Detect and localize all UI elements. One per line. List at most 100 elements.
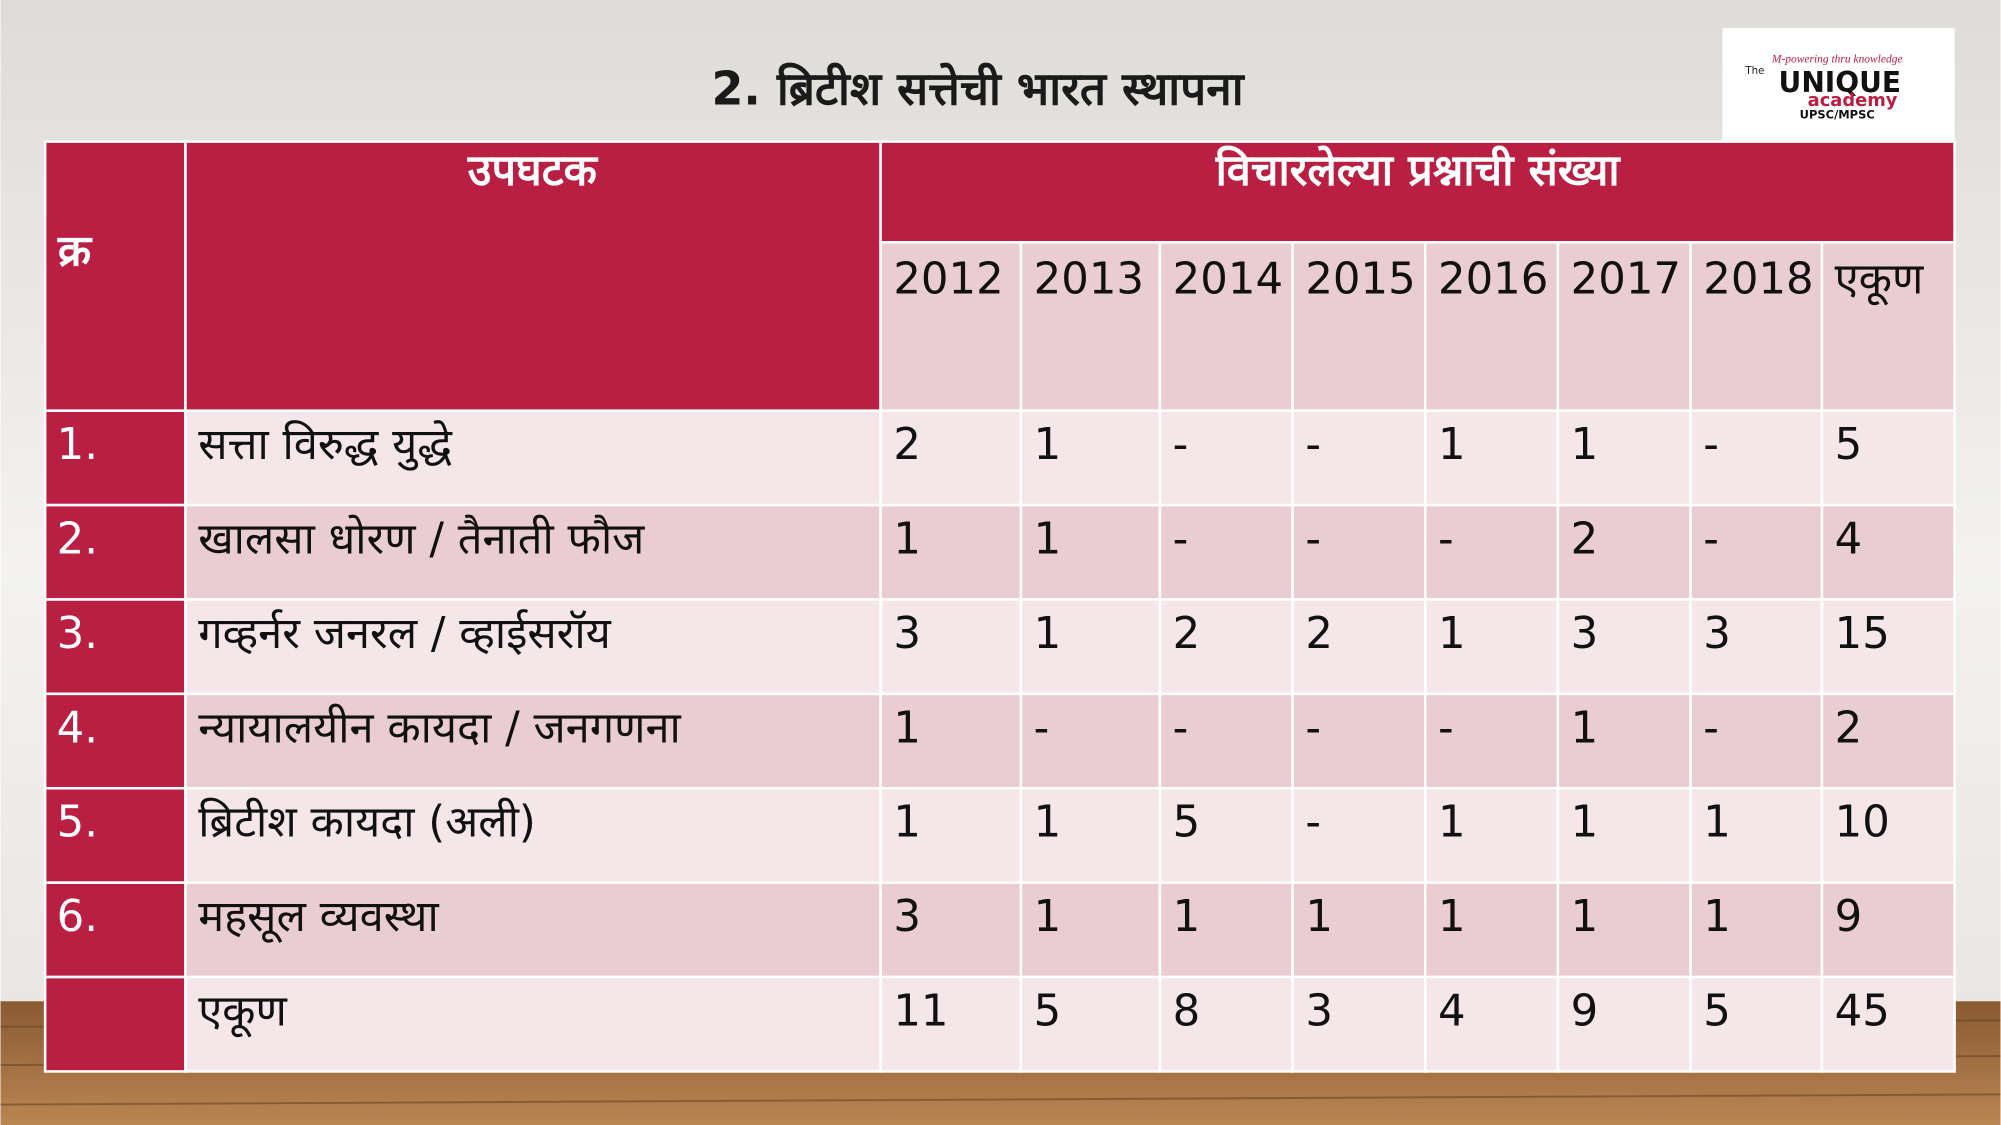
- row-count: 3: [1305, 987, 1333, 1037]
- table-cell: [43, 881, 187, 979]
- table-cell: [1423, 409, 1560, 507]
- table-cell: [1019, 409, 1162, 507]
- table-cell: [184, 503, 882, 601]
- row-count: -: [1173, 703, 1189, 753]
- header-column: एकूण: [1835, 254, 1924, 305]
- table-cell: [1689, 241, 1824, 412]
- table-cell: [1820, 692, 1956, 790]
- table-cell: [1820, 881, 1956, 979]
- header-column: 2016: [1438, 254, 1548, 304]
- table-cell: [1820, 975, 1956, 1073]
- row-count: 1: [1571, 798, 1599, 848]
- table: क्र उपघटक विचारलेल्या प्रश्नाची संख्या 2012…: [43, 140, 1956, 1073]
- row-serial: 4.: [57, 703, 98, 753]
- table-cell: [1291, 598, 1427, 696]
- table-cell: [1158, 692, 1294, 790]
- header-serial: क्र: [57, 226, 93, 276]
- row-count: 1: [1571, 892, 1599, 942]
- row-count: 2: [893, 420, 921, 470]
- row-count: -: [1703, 703, 1719, 753]
- table-cell: [1689, 786, 1824, 884]
- row-serial: 5.: [57, 798, 98, 848]
- row-count: 1: [1305, 892, 1333, 942]
- row-count: 1: [1703, 892, 1731, 942]
- table-cell: [43, 409, 187, 507]
- row-count: 3: [1571, 609, 1599, 659]
- row-count: 2: [1835, 703, 1863, 753]
- table-cell: [879, 692, 1023, 790]
- table-cell: [1689, 503, 1824, 601]
- table-cell: [1158, 598, 1294, 696]
- row-count: 1: [1438, 420, 1466, 470]
- row-serial: 1.: [57, 420, 98, 470]
- row-count: 9: [1835, 892, 1863, 942]
- table-cell: [184, 692, 882, 790]
- table-cell: [1820, 409, 1956, 507]
- logo-name: UNIQUE: [1779, 66, 1901, 99]
- row-count: 3: [893, 892, 921, 942]
- row-topic: गव्हर्नर जनरल / व्हाईसरॉय: [198, 609, 611, 659]
- row-count: -: [1173, 420, 1189, 470]
- table-cell: [1019, 692, 1162, 790]
- table-cell: [43, 692, 187, 790]
- table-cell: [1291, 409, 1427, 507]
- table-cell: [879, 140, 1956, 244]
- row-count: 3: [893, 609, 921, 659]
- table-cell: [1820, 503, 1956, 601]
- row-count: 3: [1703, 609, 1731, 659]
- header-column: 2018: [1703, 254, 1813, 304]
- header-column: 2012: [893, 254, 1003, 304]
- row-count: 45: [1835, 987, 1890, 1037]
- row-count: -: [1305, 420, 1321, 470]
- row-count: 1: [1571, 703, 1599, 753]
- table-cell: [1291, 975, 1427, 1073]
- table-cell: [879, 241, 1023, 412]
- row-count: 1: [1034, 892, 1062, 942]
- row-count: 15: [1835, 609, 1890, 659]
- row-count: 1: [1571, 420, 1599, 470]
- row-count: 2: [1571, 515, 1599, 565]
- table-cell: [1158, 409, 1294, 507]
- table-cell: [1291, 503, 1427, 601]
- header-subtopic: उपघटक: [467, 146, 599, 196]
- table-cell: [1019, 241, 1162, 412]
- table-cell: [1158, 786, 1294, 884]
- table-cell: [1291, 692, 1427, 790]
- header-column: 2015: [1305, 254, 1415, 304]
- row-count: 11: [893, 987, 948, 1037]
- row-count: 2: [1173, 609, 1201, 659]
- logo-box: [1722, 28, 1955, 146]
- table-cell: [879, 409, 1023, 507]
- slide-title: 2. ब्रिटीश सत्तेची भारत स्थापना: [711, 62, 1245, 116]
- row-count: 1: [1438, 609, 1466, 659]
- row-serial: 3.: [57, 609, 98, 659]
- row-count: 1: [1438, 798, 1466, 848]
- table-cell: [1556, 692, 1692, 790]
- table-cell: [879, 975, 1023, 1073]
- row-count: 1: [1034, 609, 1062, 659]
- row-topic: न्यायालयीन कायदा / जनगणना: [198, 703, 681, 753]
- row-topic: खालसा धोरण / तैनाती फौज: [198, 515, 645, 565]
- table-cell: [184, 786, 882, 884]
- row-count: 1: [893, 798, 921, 848]
- table-cell: [43, 975, 187, 1073]
- row-count: 9: [1571, 987, 1599, 1037]
- table-cell: [1423, 598, 1560, 696]
- table-cell: [1689, 975, 1824, 1073]
- row-count: 1: [1034, 515, 1062, 565]
- row-count: -: [1438, 703, 1454, 753]
- row-count: -: [1305, 515, 1321, 565]
- table-cell: [879, 503, 1023, 601]
- logo-exams: UPSC/MPSC: [1800, 108, 1875, 122]
- row-count: 1: [1703, 798, 1731, 848]
- header-column: 2014: [1173, 254, 1283, 304]
- table-cell: [43, 786, 187, 884]
- header-column: 2017: [1571, 254, 1681, 304]
- table-cell: [1556, 975, 1692, 1073]
- row-count: -: [1305, 798, 1321, 848]
- table-cell: [184, 409, 882, 507]
- table-cell: [1019, 503, 1162, 601]
- table-cell: [1423, 975, 1560, 1073]
- row-count: 5: [1034, 987, 1062, 1037]
